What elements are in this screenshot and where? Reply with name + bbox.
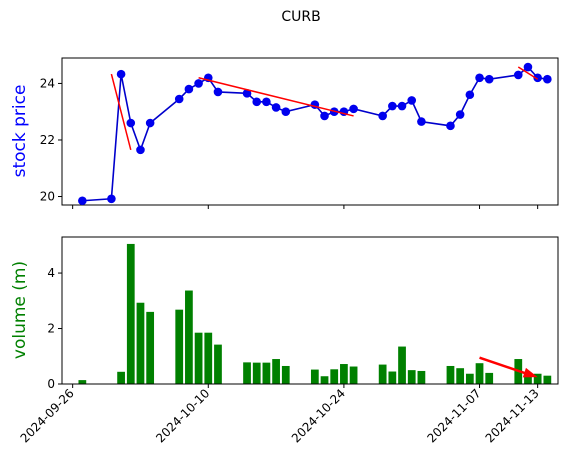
price-point [194,79,203,88]
price-point [242,89,252,98]
volume-trend-arrow [479,356,538,378]
volume-bar [398,346,406,384]
volume-bar [417,370,426,384]
price-y-tick-label: 20 [40,190,55,204]
volume-bar [136,302,145,384]
volume-bar [117,371,125,384]
price-point [543,74,552,84]
volume-bar [243,362,251,384]
volume-bar [524,372,532,384]
volume-axes-frame [61,236,559,385]
volume-y-tick-label: 4 [47,266,55,280]
volume-bar [475,363,484,384]
price-point [252,97,262,107]
volume-bar [349,366,358,384]
price-point [465,90,475,100]
price-point [262,97,271,107]
chart-title: CURB [281,9,320,25]
volume-bar [330,369,339,384]
price-line [82,65,548,202]
volume-panel: 0 2 4 volume (m) [10,236,559,391]
volume-bar [175,309,184,384]
x-axis-ticks: 2024-09-26 2024-10-10 2024-10-24 2024-11-07… [18,205,542,445]
price-point [484,74,494,84]
x-tick-label: 2024-09-26 [18,386,77,445]
price-point [523,62,533,72]
price-y-ticks: 20 22 24 [40,76,62,204]
volume-bar [388,371,397,384]
price-point [397,101,407,111]
price-point [533,73,542,83]
volume-bar [543,375,552,384]
price-point [184,84,194,94]
price-point [116,69,126,79]
price-point [417,117,426,126]
volume-bar [340,364,348,384]
volume-bar [281,365,290,384]
x-tick-label: 2024-11-07 [424,386,483,445]
volume-bar [378,364,387,384]
price-point [388,101,397,111]
price-y-tick-label: 22 [40,133,55,147]
price-trend-line [517,66,539,80]
price-point [136,145,145,155]
price-point [320,111,329,121]
volume-y-tick-label: 0 [47,377,55,391]
volume-bar [407,370,416,384]
volume-bar [126,243,135,384]
volume-bar [310,369,319,384]
volume-y-axis-label: volume (m) [10,261,30,359]
volume-bar [204,332,213,384]
price-point [271,103,281,112]
arrow-head [522,367,538,378]
x-tick-label: 2024-10-10 [153,386,212,445]
price-point [378,111,387,121]
price-y-tick-label: 24 [40,76,55,90]
volume-bar [320,376,329,384]
price-series [78,62,552,206]
price-point [349,104,358,114]
price-point [475,73,484,83]
price-point [107,194,116,204]
volume-bars [78,243,552,384]
volume-bar [252,362,261,384]
price-y-axis-label: stock price [10,85,30,178]
price-point [78,196,87,206]
price-point [281,107,291,117]
volume-bar [146,311,155,384]
volume-y-tick-label: 2 [47,322,55,336]
arrow-shaft [479,356,529,376]
volume-bar [262,362,271,384]
price-point [174,94,184,104]
price-point [513,70,523,80]
volume-bar [272,359,280,384]
price-point [145,118,155,128]
x-tick-label: 2024-11-13 [483,386,542,445]
price-point [455,110,465,119]
volume-bar [485,372,494,384]
price-point [407,96,417,105]
price-trend-lines [110,66,539,151]
volume-bar [446,365,455,384]
volume-y-ticks: 0 2 4 [47,266,62,391]
volume-bar [465,373,474,384]
volume-bar [214,344,222,384]
x-tick-label: 2024-10-24 [289,386,348,445]
price-trend-line [110,73,132,151]
price-panel: 20 22 24 stock price [10,57,559,206]
volume-bar [456,368,465,384]
price-point [213,87,223,97]
price-trend-line [198,77,354,117]
volume-bar [194,332,203,384]
price-point [126,118,136,128]
price-point [446,121,455,131]
volume-bar [533,373,542,384]
volume-bar [185,290,193,384]
price-axes-frame [61,57,559,206]
volume-bar [78,380,87,384]
